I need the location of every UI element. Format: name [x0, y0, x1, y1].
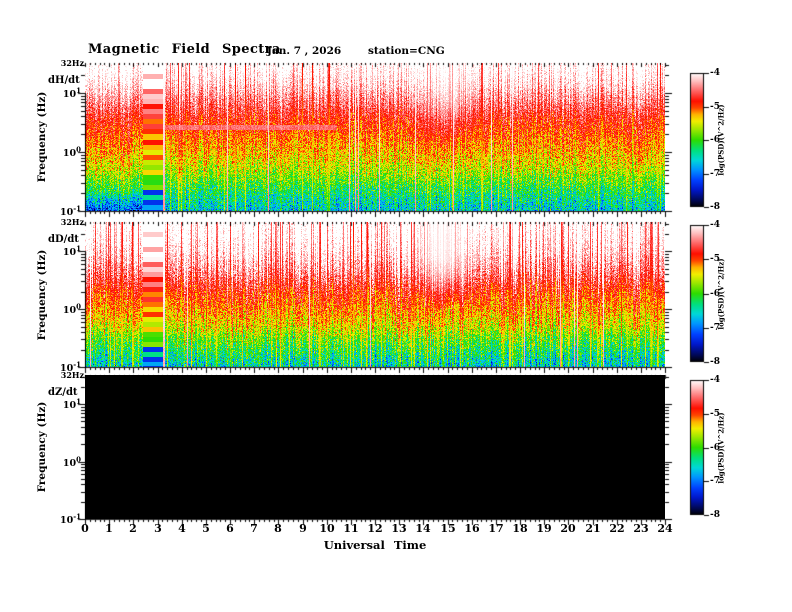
y-tick-exp: 0 — [76, 454, 81, 464]
y-tick-base: 10 — [62, 305, 77, 317]
x-tick-label: 7 — [250, 522, 258, 535]
frequency-axis-label: Frequency (Hz) — [36, 401, 48, 493]
y-tick-exp: -1 — [73, 511, 81, 521]
y-tick-exp: -1 — [73, 359, 81, 369]
station-label: station=CNG — [368, 45, 445, 57]
dh-dt-spectrogram-canvas — [85, 63, 665, 211]
top-frequency-label: 32Hz — [60, 370, 84, 380]
x-tick-label: 2 — [129, 522, 137, 535]
y-tick-exp: 1 — [76, 244, 81, 254]
x-tick-label: 22 — [609, 522, 625, 535]
colorbar-dh: -4 -5 -6 -7 -8 log(PSD)(V^2/Hz) — [690, 68, 726, 212]
x-tick-label: 17 — [488, 522, 504, 535]
figure-title: Magnetic Field Spectra — [88, 42, 281, 57]
y-tick-label-10e0: 100 — [63, 454, 81, 468]
x-tick-label: 0 — [81, 522, 89, 535]
date-label: Jan. 7 , 2026 — [267, 45, 342, 57]
y-tick-label-10e1: 101 — [63, 397, 81, 411]
y-tick-label-10e0: 100 — [63, 302, 81, 316]
x-tick-label: 4 — [178, 522, 186, 535]
y-tick-base: 10 — [59, 515, 74, 527]
dz-dt-spectrogram-canvas — [85, 375, 665, 519]
x-tick-label: 10 — [319, 522, 335, 535]
panel-dz-dt: 32Hz dZ/dt Frequency (Hz) 101 100 10-1 — [36, 370, 665, 526]
frequency-axis-label: Frequency (Hz) — [36, 91, 48, 183]
x-tick-label: 19 — [536, 522, 552, 535]
y-tick-base: 10 — [62, 457, 77, 469]
x-tick-label: 13 — [391, 522, 407, 535]
x-axis-title: Universal Time — [323, 538, 427, 552]
colorbar-axis-label: log(PSD)(V^2/Hz) — [716, 104, 726, 176]
top-frequency-label: 32Hz — [60, 217, 84, 227]
colorbar-tick-label: -8 — [710, 202, 720, 212]
y-tick-exp: 1 — [76, 85, 81, 95]
y-tick-exp: 0 — [76, 302, 81, 312]
y-tick-base: 10 — [62, 400, 77, 412]
colorbar-tick-label: -8 — [710, 510, 720, 520]
y-tick-label-10e0: 100 — [63, 145, 81, 159]
y-tick-exp: -1 — [73, 203, 81, 213]
dd-dt-spectrogram-canvas — [85, 222, 665, 367]
x-tick-label: 20 — [560, 522, 576, 535]
x-tick-label: 12 — [367, 522, 383, 535]
y-tick-label-10e1: 101 — [63, 86, 81, 100]
colorbar-axis-label: log(PSD)(V^2/Hz) — [716, 411, 726, 484]
y-tick-exp: 1 — [76, 396, 81, 406]
panel-dd-dt: 32Hz dD/dt Frequency (Hz) 101 100 10-1 — [36, 217, 665, 374]
x-tick-label: 21 — [585, 522, 601, 535]
x-tick-label: 5 — [202, 522, 210, 535]
panel-label-dh-dt: dH/dt — [48, 75, 80, 86]
y-tick-base: 10 — [62, 88, 77, 100]
y-tick-base: 10 — [62, 147, 77, 159]
x-tick-label: 3 — [154, 522, 162, 535]
colorbar-dd: -4 -5 -6 -7 -8 log(PSD)(V^2/Hz) — [690, 220, 726, 367]
y-tick-base: 10 — [62, 247, 77, 259]
x-tick-label: 11 — [343, 522, 359, 535]
x-tick-label: 15 — [440, 522, 456, 535]
x-tick-label: 9 — [299, 522, 307, 535]
x-tick-label: 23 — [633, 522, 649, 535]
colorbar-dz: -4 -5 -6 -7 -8 log(PSD)(V^2/Hz) — [690, 375, 726, 520]
colorbar-tick-label: -4 — [710, 68, 720, 78]
y-tick-label-10e1: 101 — [63, 244, 81, 258]
colorbar-tick-label: -8 — [710, 357, 720, 367]
y-tick-exp: 0 — [76, 144, 81, 154]
x-tick-label: 1 — [105, 522, 113, 535]
colorbar-tick-label: -4 — [710, 220, 720, 230]
x-tick-label: 18 — [512, 522, 528, 535]
x-tick-label: 16 — [464, 522, 480, 535]
frequency-axis-label: Frequency (Hz) — [36, 249, 48, 340]
colorbar-tick-label: -4 — [710, 375, 720, 385]
x-tick-label: 8 — [274, 522, 282, 535]
x-tick-label: 14 — [415, 522, 431, 535]
panel-dh-dt: 32Hz dH/dt Frequency (Hz) 101 100 10-1 — [36, 58, 665, 218]
colorbar-axis-label: log(PSD)(V^2/Hz) — [716, 257, 726, 330]
x-tick-label: 6 — [226, 522, 234, 535]
y-tick-label-10e-1: 10-1 — [60, 512, 81, 526]
top-frequency-label: 32Hz — [60, 58, 84, 68]
y-tick-label-10e-1: 10-1 — [60, 204, 81, 218]
x-tick-label: 24 — [657, 522, 673, 535]
